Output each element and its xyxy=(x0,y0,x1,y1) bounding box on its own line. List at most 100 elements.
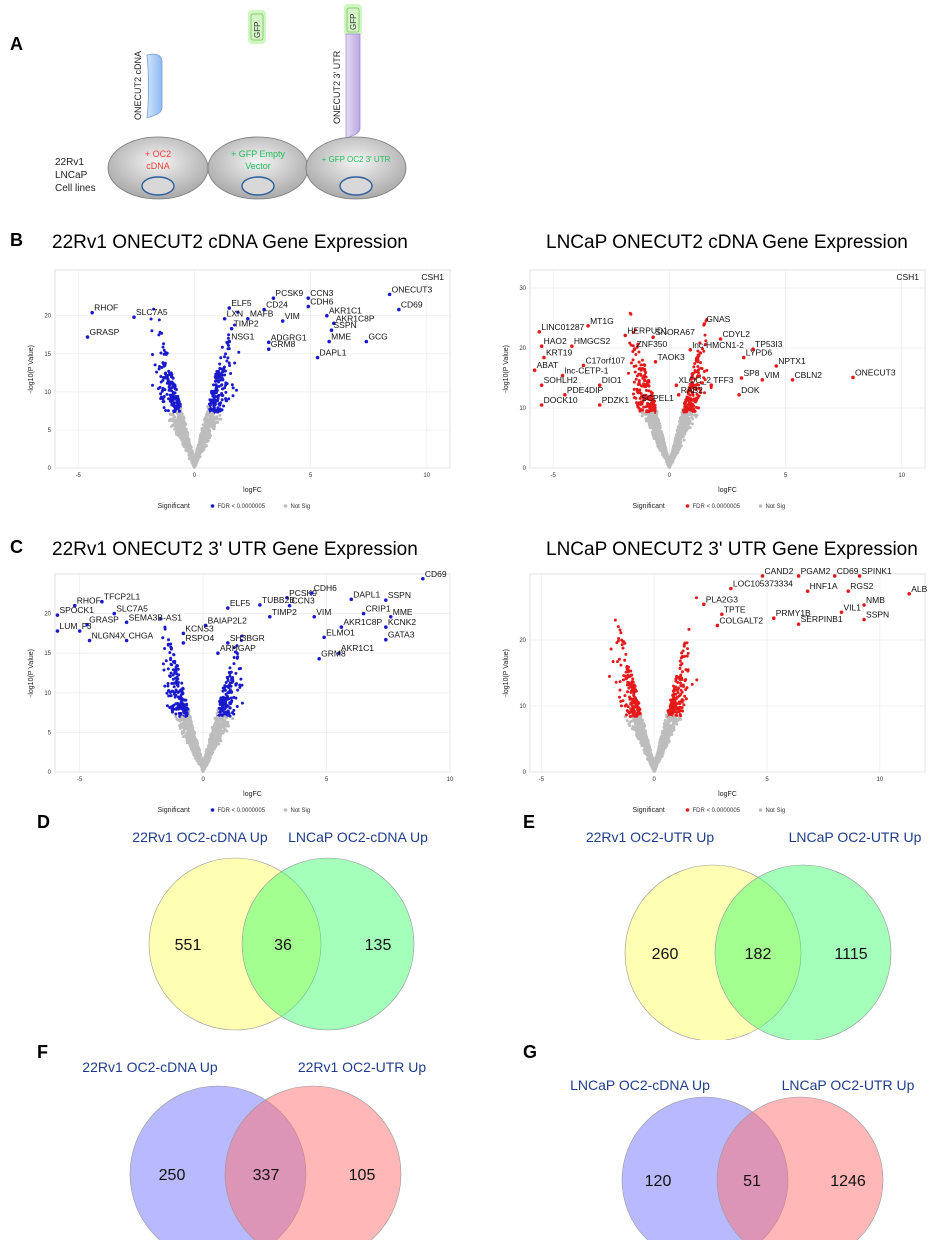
ns-point xyxy=(186,732,190,736)
ns-point xyxy=(676,429,680,433)
sig-point xyxy=(635,345,639,349)
sig-point xyxy=(226,344,230,348)
gene-label: ABAT xyxy=(537,360,559,370)
sig-point xyxy=(179,701,183,705)
sig-point xyxy=(222,365,226,369)
sig-point xyxy=(149,317,153,321)
labelled-point xyxy=(737,393,741,397)
sig-point xyxy=(223,355,227,359)
labelled-point xyxy=(72,603,77,608)
sig-point xyxy=(704,339,708,343)
ns-point xyxy=(676,425,680,429)
sig-point xyxy=(642,405,646,409)
ns-point xyxy=(219,730,223,734)
ns-point xyxy=(183,423,187,427)
ns-point xyxy=(173,423,177,427)
sig-point xyxy=(215,410,219,414)
sig-point xyxy=(631,358,635,362)
sig-point xyxy=(231,386,235,390)
sig-point xyxy=(696,349,700,353)
sig-point xyxy=(163,625,167,629)
sig-point xyxy=(208,409,212,413)
ns-point xyxy=(188,720,192,724)
ns-point xyxy=(179,722,183,726)
sig-point xyxy=(217,384,221,388)
sig-point xyxy=(228,364,232,368)
sig-point xyxy=(161,378,165,382)
sig-point xyxy=(227,347,231,351)
gene-label: SLC7A5 xyxy=(116,604,148,614)
sig-point xyxy=(698,361,702,365)
legend-ns-label: Not Sig xyxy=(766,504,786,510)
sig-point xyxy=(159,351,163,355)
ns-point xyxy=(206,418,210,422)
sig-point xyxy=(703,342,707,346)
labelled-point xyxy=(100,599,104,604)
ns-point xyxy=(189,726,193,730)
legend-ns-swatch xyxy=(283,504,288,508)
sig-point xyxy=(171,668,175,672)
sig-point xyxy=(215,369,219,373)
sig-point xyxy=(221,378,225,382)
labelled-point xyxy=(739,376,744,380)
sig-point xyxy=(691,385,695,389)
gene-label: CRIP1 xyxy=(366,604,391,614)
ns-point xyxy=(184,437,188,441)
sig-point xyxy=(702,369,706,373)
sig-point xyxy=(214,372,218,376)
sig-point xyxy=(228,683,232,687)
labelled-point xyxy=(597,383,602,387)
ns-point xyxy=(675,451,679,455)
y-tick-label: 0 xyxy=(48,466,52,472)
sig-point xyxy=(676,686,680,690)
sig-point xyxy=(703,333,707,337)
sig-point xyxy=(179,695,183,699)
labelled-point xyxy=(774,364,779,368)
sig-point xyxy=(226,336,230,340)
sig-point xyxy=(685,395,689,399)
sig-point xyxy=(181,692,185,696)
sig-point xyxy=(639,363,643,367)
sig-point xyxy=(176,683,180,687)
labelled-point xyxy=(337,651,341,655)
ns-point xyxy=(651,427,655,431)
sig-point xyxy=(688,398,692,402)
ns-point xyxy=(223,719,227,723)
sig-point xyxy=(238,683,242,687)
ns-point xyxy=(204,756,208,760)
sig-point xyxy=(165,691,169,695)
y-tick-label: 10 xyxy=(44,691,51,697)
gene-label: CDYL2 xyxy=(723,329,751,339)
gene-label: RSPO4 xyxy=(185,633,214,643)
ns-point xyxy=(202,760,206,764)
sig-point xyxy=(225,359,229,363)
sig-point xyxy=(223,386,227,390)
sig-point xyxy=(174,712,178,716)
ns-point xyxy=(222,729,226,733)
sig-point xyxy=(231,675,235,679)
ns-point xyxy=(194,455,198,459)
sig-point xyxy=(214,399,218,403)
panel-letter-a: A xyxy=(10,34,23,54)
sig-point xyxy=(643,368,647,372)
ns-point xyxy=(189,747,193,751)
sig-point xyxy=(165,704,169,708)
sig-point xyxy=(639,395,643,399)
x-tick-label: 0 xyxy=(193,473,197,479)
sig-point xyxy=(182,703,186,707)
title-c-right: LNCaP ONECUT2 3' UTR Gene Expression xyxy=(546,539,918,560)
sig-point xyxy=(637,360,641,364)
gene-label: PCSK9 xyxy=(289,588,317,598)
y-tick-label: 0 xyxy=(523,466,527,472)
labelled-point xyxy=(85,622,89,627)
gfp-box xyxy=(250,13,264,41)
labelled-point xyxy=(246,316,250,321)
sig-point xyxy=(216,407,220,411)
ns-point xyxy=(203,424,207,428)
sig-point xyxy=(161,662,165,666)
ns-point xyxy=(178,726,182,730)
ns-point xyxy=(666,464,670,468)
ns-point xyxy=(190,455,194,459)
sig-point xyxy=(171,689,175,693)
sig-point xyxy=(176,664,180,668)
